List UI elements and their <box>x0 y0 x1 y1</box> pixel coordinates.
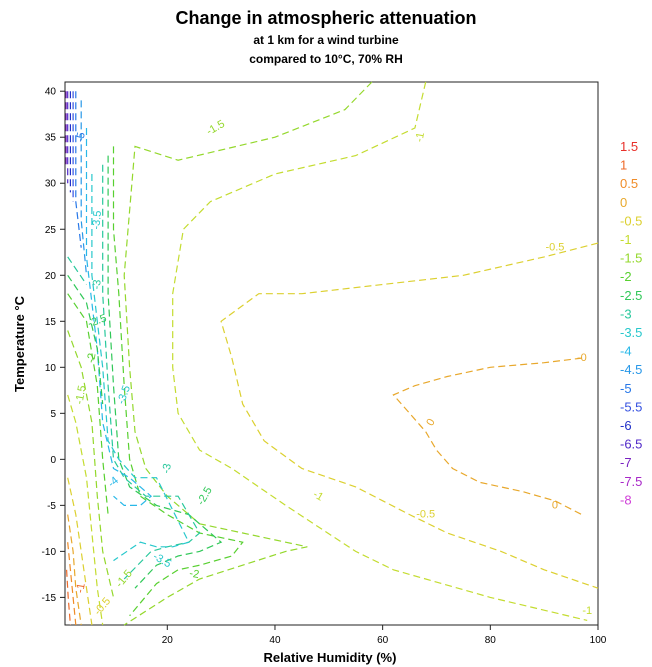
contour-line-8 <box>85 128 153 506</box>
contour-label-13: -2 <box>85 352 99 364</box>
legend-entry-2: 0.5 <box>620 176 638 191</box>
contour-line-16 <box>67 477 93 626</box>
y-tick-label-6: 15 <box>45 317 57 328</box>
y-tick-label-7: 20 <box>45 271 57 282</box>
contour-label-5: 0 <box>552 499 558 511</box>
x-tick-label-3: 80 <box>485 635 497 646</box>
legend-entry-13: -5 <box>620 381 632 396</box>
legend-entry-0: 1.5 <box>620 139 638 154</box>
y-tick-label-1: -10 <box>42 547 57 558</box>
y-tick-label-10: 35 <box>45 133 57 144</box>
legend-entry-1: 1 <box>620 158 627 173</box>
y-tick-label-5: 10 <box>45 363 57 374</box>
contour-line-18 <box>67 542 77 626</box>
contour-line-15 <box>67 394 104 626</box>
legend-entry-19: -8 <box>620 492 632 507</box>
contour-label-17: -3 <box>160 463 174 475</box>
contour-label-23: -1 <box>74 582 88 594</box>
contour-label-6: -0.5 <box>416 508 435 520</box>
y-tick-label-9: 30 <box>45 179 57 190</box>
chart-subtitle-line-2: compared to 10°C, 70% RH <box>249 52 403 66</box>
chart-title: Change in atmospheric attenuation <box>175 8 476 28</box>
legend-entry-10: -3.5 <box>620 325 642 340</box>
legend-entry-12: -4.5 <box>620 362 642 377</box>
legend-entry-9: -3 <box>620 306 632 321</box>
plot-area <box>64 81 599 626</box>
legend-entry-6: -1.5 <box>620 251 642 266</box>
contour-label-1: -1 <box>413 131 427 143</box>
contour-line-3 <box>123 81 373 626</box>
contour-line-0 <box>392 357 583 516</box>
x-tick-label-1: 40 <box>269 635 281 646</box>
contour-label-10: -3.5 <box>90 210 104 230</box>
y-axis-title: Temperature °C <box>12 295 27 392</box>
contour-label-4: 0 <box>424 417 437 428</box>
x-tick-label-4: 100 <box>590 635 607 646</box>
plot-frame <box>64 81 599 626</box>
legend-entry-7: -2 <box>620 269 632 284</box>
contour-line-23 <box>67 256 87 285</box>
contour-line-7 <box>91 174 190 562</box>
contour-line-5 <box>107 155 223 589</box>
legend-entry-17: -7 <box>620 455 632 470</box>
y-tick-label-4: 5 <box>50 409 56 420</box>
legend-entry-5: -1 <box>620 232 632 247</box>
legend-entry-15: -6 <box>620 418 632 433</box>
contour-label-14: -1.5 <box>74 385 89 406</box>
contour-line-19 <box>66 569 71 626</box>
contour-label-11: -3 <box>91 279 104 290</box>
y-tick-label-2: -5 <box>47 501 56 512</box>
y-tick-label-0: -15 <box>42 593 57 604</box>
contour-label-3: -0 <box>577 352 587 364</box>
legend: 1.5 1 0.5 0 -0.5 -1 -1.5 -2 -2.5 -3 -3.5 -4 -4.5 -5 -5… <box>620 139 642 507</box>
contour-label-9: -5 <box>74 131 88 143</box>
contour-line-20 <box>67 330 115 598</box>
y-tick-label-8: 25 <box>45 225 57 236</box>
x-tick-label-2: 60 <box>377 635 389 646</box>
legend-entry-4: -0.5 <box>620 213 642 228</box>
contour-lines <box>65 81 599 626</box>
chart-subtitle-line-1: at 1 km for a wind turbine <box>253 33 399 47</box>
legend-entry-8: -2.5 <box>620 288 642 303</box>
contour-line-21 <box>67 293 109 515</box>
y-tick-label-11: 40 <box>45 87 57 98</box>
contour-label-8: -1 <box>582 605 592 617</box>
legend-entry-3: 0 <box>620 195 627 210</box>
legend-entry-14: -5.5 <box>620 399 642 414</box>
contour-line-10 <box>75 91 82 248</box>
contour-line-9 <box>80 100 88 276</box>
legend-entry-11: -4 <box>620 344 632 359</box>
contour-line-2 <box>172 81 588 621</box>
x-axis: 20 40 60 80 100 <box>162 625 607 646</box>
y-tick-label-3: 0 <box>50 455 56 466</box>
x-axis-title: Relative Humidity (%) <box>264 650 397 665</box>
contour-line-17 <box>67 514 82 626</box>
contour-label-2: -0.5 <box>545 242 564 254</box>
legend-entry-18: -7.5 <box>620 474 642 489</box>
contour-label-20: -2 <box>188 568 200 582</box>
contour-line-1 <box>220 242 599 589</box>
contour-line-22 <box>67 274 104 405</box>
legend-entry-16: -6.5 <box>620 437 642 452</box>
y-axis: -15 -10 -5 0 5 10 15 20 25 30 35 40 <box>42 87 65 604</box>
x-tick-label-0: 20 <box>162 635 174 646</box>
